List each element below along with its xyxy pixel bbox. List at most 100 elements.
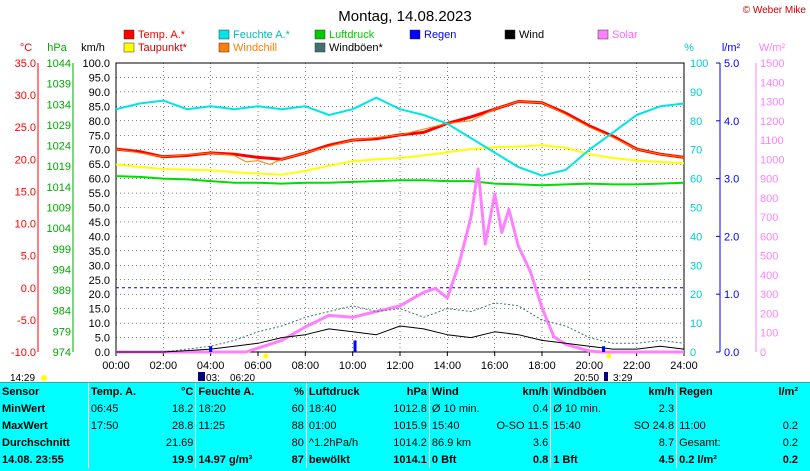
series-line-1 (115, 101, 685, 165)
wind-axis-tick: 25.0 (89, 275, 110, 287)
humidity-axis-tick: 80 (690, 116, 702, 128)
wind-axis-tick: 10.0 (89, 318, 110, 330)
x-tick-label: 24:00 (670, 360, 698, 372)
table-cell: 60 (291, 402, 304, 415)
pressure-axis-tick: 989 (53, 285, 71, 297)
pressure-axis-tick: 1014 (47, 182, 71, 194)
solar-axis-tick: 800 (760, 193, 778, 205)
wind-axis-tick: 0.0 (95, 347, 110, 359)
pressure-axis-tick: 979 (53, 326, 71, 338)
table-cell: 1 Bft (550, 451, 618, 468)
table-cell: 14.97 g/m³ (195, 451, 276, 468)
table-cell: 1015.9 (393, 419, 427, 432)
table-cell: 1012.8 (393, 402, 427, 415)
rain-axis-tick: 1.0 (724, 289, 739, 301)
table-cell: 2.3 (658, 402, 675, 415)
pressure-axis-tick: 1029 (47, 120, 71, 132)
pressure-axis-tick: 974 (53, 347, 71, 359)
legend-label-0: Temp. A.* (138, 29, 186, 41)
solar-axis-tick: 300 (760, 289, 778, 301)
legend-label-3: Regen (424, 29, 456, 41)
wind-axis-tick: 35.0 (89, 246, 110, 258)
humidity-axis-tick: 20 (690, 289, 702, 301)
table-cell: Gesamt: (676, 434, 750, 451)
wind-axis-tick: 90.0 (89, 87, 110, 99)
legend-swatch-2 (314, 29, 326, 40)
table-cell: Luftdruck (305, 383, 377, 400)
rain-bar-2 (602, 346, 606, 352)
table-cell: Ø 10 min. (428, 400, 493, 417)
solar-axis-tick: 200 (760, 308, 778, 320)
table-cell: hPa (406, 385, 427, 398)
table-row: Durchschnitt 21.69 80 ^1.2hPa/h 1014.2 86.9 k… (0, 434, 800, 451)
table-cell: 18:40 (305, 400, 377, 417)
pressure-axis-tick: 1004 (47, 223, 71, 235)
temp-axis-tick: 10.0 (15, 219, 36, 231)
table-cell: l/m² (778, 385, 798, 398)
solar-axis-tick: 1100 (760, 135, 784, 147)
table-cell: 11:00 (676, 417, 750, 434)
table-cell: 19.9 (171, 453, 194, 466)
solar-axis-tick: 500 (760, 251, 778, 263)
chart-title: Montag, 14.08.2023 (338, 8, 471, 25)
temp-axis-tick: 5.0 (21, 251, 36, 263)
wind-axis-tick: 100.0 (82, 58, 110, 70)
wind-axis-tick: 60.0 (89, 174, 110, 186)
wind-axis-tick: 70.0 (89, 145, 110, 157)
humidity-axis-tick: 100 (690, 58, 708, 70)
table-cell: km/h (648, 385, 675, 398)
table-cell: 8.7 (658, 436, 675, 449)
wind-axis-tick: 80.0 (89, 116, 110, 128)
rain-axis-tick: 0.0 (724, 347, 739, 359)
time-left: 14:29 (10, 373, 35, 382)
table-row: MaxWert 17:50 28.8 11:25 88 01:00 1015.9 15:40 O… (0, 417, 800, 434)
humidity-axis-tick: 40 (690, 231, 702, 243)
wind-axis-tick: 95.0 (89, 72, 110, 84)
table-cell: 11:25 (195, 417, 276, 434)
temp-axis-tick: 30.0 (15, 90, 36, 102)
wind-axis-tick: 20.0 (89, 289, 110, 301)
wind-axis-tick: 15.0 (89, 304, 110, 316)
stats-grid: Sensor Temp. A. °C Feuchte A.% Luftdruck hPa W… (0, 383, 800, 468)
legend-swatch-1 (218, 29, 230, 40)
legend-swatch-4 (504, 29, 516, 40)
x-tick-label: 22:00 (623, 360, 651, 372)
table-cell: 86.9 km (428, 434, 493, 451)
series-line-3 (115, 96, 685, 177)
table-cell: 18:20 (195, 400, 276, 417)
solar-axis-tick: 900 (760, 174, 778, 186)
table-cell (749, 400, 800, 417)
rain-axis-tick: 3.0 (724, 174, 739, 186)
legend-swatch-8 (314, 42, 326, 53)
table-cell: ^1.2hPa/h (305, 434, 377, 451)
wind-axis-tick: 65.0 (89, 159, 110, 171)
copyright-text: © Weber Mike (743, 5, 807, 16)
pressure-axis-tick: 1019 (47, 161, 71, 173)
table-cell: 0.4 (532, 402, 549, 415)
moon-icon-2 (604, 372, 608, 381)
table-cell: 0.2 (782, 419, 798, 432)
table-row: MinWert 06:45 18.2 18:20 60 18:40 1012.8 Ø 10 m… (0, 400, 800, 417)
rain-unit: l/m² (722, 42, 741, 54)
table-cell: 0.8 (532, 453, 549, 466)
legend-label-8: Windböen* (329, 42, 384, 54)
x-tick-label: 18:00 (528, 360, 556, 372)
humidity-axis-tick: 70 (690, 145, 702, 157)
wind-axis-tick: 45.0 (89, 217, 110, 229)
table-cell (550, 434, 618, 451)
legend-label-4: Wind (519, 29, 544, 41)
pressure-axis-tick: 1034 (47, 99, 71, 111)
time-markers: 14:29 03: 06:20 20:50 3:29 (10, 353, 633, 382)
rain-axis-tick: 4.0 (724, 116, 739, 128)
solar-axis-tick: 700 (760, 212, 778, 224)
x-tick-label: 06:00 (244, 360, 272, 372)
table-cell: % (294, 385, 304, 398)
table-cell (195, 434, 276, 451)
temp-axis-tick: -5.0 (17, 315, 36, 327)
x-tick-label: 00:00 (102, 360, 130, 372)
series-lines (115, 96, 685, 354)
table-cell: 87 (291, 453, 304, 466)
rain-axis-tick: 5.0 (724, 58, 739, 70)
temp-axis-tick: 0.0 (21, 283, 36, 295)
